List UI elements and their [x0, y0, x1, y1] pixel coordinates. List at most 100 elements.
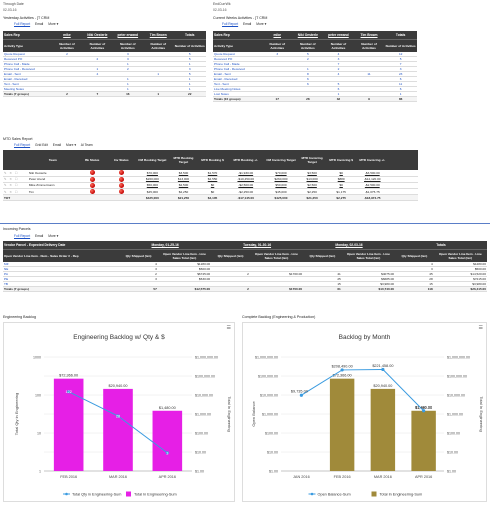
count-cell[interactable]: 6 [384, 76, 417, 82]
count-cell[interactable]: 8 [292, 71, 324, 77]
cell-link[interactable]: 12 [398, 52, 403, 56]
cell-link[interactable]: 1 [188, 62, 191, 66]
full-report-link[interactable]: Full Report [14, 143, 31, 147]
column-header[interactable]: MTD Booking +/- [227, 150, 265, 170]
rep-cell[interactable]: MZ [3, 262, 120, 267]
activity-type-cell[interactable]: Live Meeting Notes [213, 86, 262, 92]
cell-link[interactable]: 1 [399, 92, 402, 96]
rep-link[interactable]: PE [4, 277, 9, 281]
cell-link[interactable]: 2 [96, 57, 99, 61]
cell-link[interactable]: 1 [126, 87, 129, 91]
count-cell[interactable]: 11 [384, 81, 417, 87]
count-cell[interactable]: 11 [353, 71, 385, 77]
count-cell[interactable]: 5 [173, 56, 206, 62]
rep-link[interactable]: MZ [4, 262, 9, 266]
email-link[interactable]: Email [35, 22, 44, 26]
column-header[interactable]: Totals [173, 31, 206, 39]
row-action-icons[interactable]: ✎ ✕ ☐ [3, 170, 28, 177]
bar[interactable] [329, 378, 355, 471]
full-report-link[interactable]: Full Report [14, 234, 31, 238]
more-menu[interactable]: More ▾ [48, 22, 59, 26]
count-cell[interactable]: 3 [323, 56, 354, 62]
column-header[interactable]: Niki Oesterle [82, 31, 113, 39]
cell-link[interactable]: Email - Received [214, 77, 238, 81]
column-header[interactable]: Monday, 02-03-16 [303, 241, 396, 249]
cell-link[interactable]: 4 [96, 72, 99, 76]
count-cell[interactable]: 5 [292, 52, 324, 57]
cell-link[interactable]: 1 [157, 72, 160, 76]
column-header[interactable]: Tim Brown [353, 31, 385, 39]
cell-link[interactable]: Quote Request [4, 52, 25, 56]
count-cell[interactable]: 4 [323, 52, 354, 57]
cell-link[interactable]: 5 [337, 82, 340, 86]
cell-link[interactable]: 6 [337, 87, 340, 91]
cell-link[interactable]: 1 [337, 92, 340, 96]
column-header[interactable]: Vendor Parcel - Expected Delivery Date [3, 241, 120, 249]
rep-cell[interactable]: PA [3, 271, 120, 277]
bar[interactable] [152, 410, 183, 471]
cell-link[interactable]: 2 [66, 52, 68, 56]
count-cell[interactable]: 7 [323, 61, 354, 67]
line-point[interactable] [299, 393, 303, 397]
column-header[interactable]: mike [261, 31, 293, 39]
count-cell[interactable]: 2 [112, 66, 144, 72]
hamburger-menu-icon[interactable]: ☰ [226, 325, 231, 331]
more-menu[interactable]: More ▾ [65, 143, 77, 147]
cell-link[interactable]: 1 [126, 82, 129, 86]
rep-link[interactable]: PA [4, 272, 8, 276]
row-action-icons[interactable]: ✎ ✕ ☐ [3, 182, 28, 190]
column-header[interactable]: MTD Invoicing $ [326, 150, 356, 170]
activity-type-cell[interactable]: Meeting Notes [3, 86, 52, 92]
count-cell[interactable]: 12 [384, 52, 417, 57]
column-header[interactable]: Sales Rep [3, 31, 52, 39]
count-cell[interactable]: 3 [112, 52, 144, 57]
cell-link[interactable]: 8 [306, 72, 309, 76]
cell-link[interactable]: Email - Received [4, 77, 28, 81]
column-header[interactable]: MTD Invoicing +/- [355, 150, 389, 170]
grid-edit-link[interactable]: Grid Edit [35, 143, 48, 147]
cell-link[interactable]: 3 [276, 52, 279, 56]
cell-link[interactable]: 4 [337, 72, 340, 76]
cell-link[interactable]: Phone Call - Made [4, 62, 30, 66]
count-cell[interactable]: 1 [384, 91, 417, 97]
bar[interactable] [53, 378, 84, 471]
column-header[interactable]: MTD Invoicing Target [297, 150, 327, 170]
count-cell[interactable]: 3 [384, 66, 417, 72]
count-cell[interactable]: 6 [292, 76, 324, 82]
line-point[interactable] [340, 368, 344, 372]
activity-type-cell[interactable]: Phone Call - Made [213, 61, 262, 67]
cell-link[interactable]: 1 [126, 77, 129, 81]
line-point[interactable] [116, 414, 120, 418]
count-cell[interactable]: 5 [323, 81, 354, 87]
email-link[interactable]: Email [243, 22, 252, 26]
rep-cell[interactable]: PE [3, 276, 120, 282]
cell-link[interactable]: Email - Sent [214, 72, 231, 76]
column-header[interactable]: Sales Rep [213, 31, 262, 39]
activity-type-cell[interactable]: Phone Call - Made [3, 61, 52, 67]
bar[interactable] [411, 410, 436, 471]
cell-link[interactable]: 11 [399, 82, 403, 86]
cell-link[interactable]: 2 [306, 57, 309, 61]
count-cell[interactable]: 1 [173, 61, 206, 67]
cell-link[interactable]: Text - Sent [214, 82, 229, 86]
cell-link[interactable]: Lost Notes [214, 92, 229, 96]
activity-type-cell[interactable]: Email - Received [213, 76, 262, 82]
count-cell[interactable]: 4 [323, 71, 354, 77]
email-link[interactable]: Email [52, 143, 62, 147]
cell-link[interactable]: 1 [306, 67, 309, 71]
activity-type-cell[interactable]: Phone Call - Received [213, 66, 262, 72]
count-cell[interactable]: 2 [323, 66, 354, 72]
cell-link[interactable]: Received PO [214, 57, 233, 61]
cell-link[interactable]: 23 [398, 72, 403, 76]
line-point[interactable] [67, 390, 71, 394]
count-cell[interactable]: 5 [173, 71, 206, 77]
column-header[interactable]: CM Invoicing Target [264, 150, 298, 170]
column-header[interactable]: Tuesday, 01-30-16 [211, 241, 304, 249]
cell-link[interactable]: 1 [126, 62, 129, 66]
cell-link[interactable]: 3 [188, 67, 191, 71]
column-header[interactable]: Totals [384, 31, 417, 39]
cell-link[interactable]: 3 [126, 52, 129, 56]
cell-link[interactable]: 11 [367, 72, 371, 76]
cell-link[interactable]: Phone Call - Received [4, 67, 35, 71]
line-point[interactable] [422, 409, 426, 413]
